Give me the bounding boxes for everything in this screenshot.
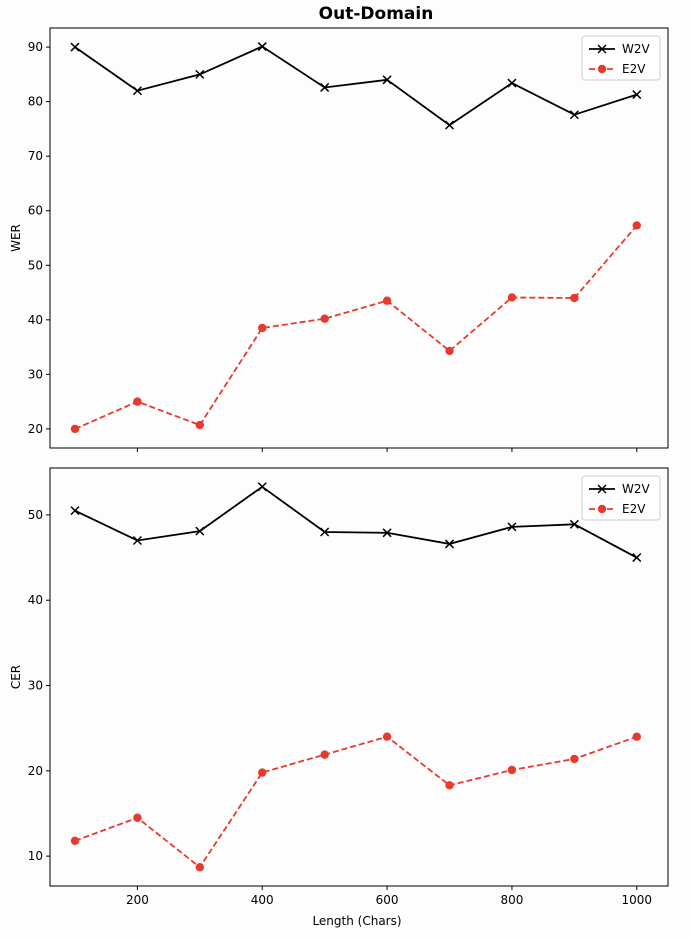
- cer-e2v-point: [570, 754, 579, 764]
- cer-legend-e2v-label: E2V: [622, 502, 646, 516]
- cer-e2v-point: [632, 732, 641, 741]
- cer-y-tick-label: 10: [28, 849, 43, 863]
- cer-x-tick-label: 800: [500, 893, 523, 907]
- cer-e2v-line: [74, 735, 638, 869]
- wer-w2v-point: [507, 78, 517, 88]
- cer-w2v-point: [507, 522, 517, 532]
- cer-e2v-point: [133, 813, 142, 822]
- wer-legend-e2v-label: E2V: [622, 62, 646, 76]
- cer-e2v-point: [195, 863, 205, 872]
- wer-e2v-point: [195, 420, 205, 430]
- wer-y-tick-label: 30: [28, 367, 43, 381]
- wer-e2v-point: [258, 323, 267, 333]
- wer-y-tick-label: 50: [28, 258, 43, 272]
- cer-w2v-point: [569, 519, 579, 529]
- wer-w2v-point: [444, 120, 455, 130]
- cer-e2v-point: [258, 768, 267, 777]
- wer-y-axis-label: WER: [9, 224, 23, 252]
- wer-w2v-point: [195, 69, 205, 79]
- wer-e2v-point: [70, 424, 80, 434]
- cer-w2v-point: [132, 535, 142, 546]
- cer-legend-w2v-marker: [597, 484, 607, 494]
- wer-e2v-point: [133, 397, 142, 406]
- cer-y-tick-label: 30: [28, 679, 43, 693]
- wer-legend-e2v-marker: [597, 64, 607, 74]
- wer-e2v-point: [632, 221, 641, 230]
- wer-y-tick-label: 40: [28, 313, 43, 327]
- wer-w2v-point: [320, 82, 330, 92]
- cer-e2v-point: [320, 750, 329, 759]
- cer-e2v-point: [382, 732, 392, 741]
- wer-w2v-point: [382, 75, 392, 85]
- wer-w2v-point: [632, 90, 642, 100]
- wer-y-tick-label: 70: [28, 149, 43, 163]
- figure-title: Out-Domain: [319, 4, 434, 24]
- wer-e2v-line: [74, 224, 638, 430]
- wer-w2v-point: [70, 42, 80, 52]
- cer-x-tick-label: 600: [376, 893, 399, 907]
- cer-legend-e2v-marker: [597, 504, 607, 514]
- cer-legend-w2v-label: W2V: [622, 482, 651, 496]
- wer-y-tick-label: 80: [28, 95, 43, 109]
- wer-legend-w2v-marker: [597, 44, 607, 54]
- cer-w2v-line: [74, 485, 638, 559]
- cer-e2v-point: [507, 765, 517, 775]
- wer-e2v-point: [320, 314, 329, 323]
- cer-y-axis-label: CER: [9, 665, 23, 689]
- cer-w2v-point: [195, 526, 205, 536]
- cer-x-tick-label: 1000: [622, 893, 653, 907]
- x-axis-label: Length (Chars): [312, 914, 401, 928]
- cer-y-tick-label: 40: [28, 593, 43, 607]
- cer-y-tick-label: 20: [28, 764, 43, 778]
- cer-w2v-point: [70, 506, 80, 516]
- cer-e2v-point: [70, 836, 80, 845]
- wer-w2v-point: [132, 86, 142, 96]
- cer-x-tick-label: 400: [251, 893, 274, 907]
- cer-e2v-point: [445, 781, 454, 790]
- cer-w2v-point: [444, 539, 455, 549]
- cer-w2v-point: [382, 528, 392, 538]
- cer-y-tick-label: 50: [28, 508, 43, 522]
- wer-y-tick-label: 60: [28, 204, 43, 218]
- wer-y-tick-label: 90: [28, 40, 43, 54]
- wer-legend-w2v-label: W2V: [622, 42, 651, 56]
- cer-w2v-point: [632, 553, 642, 563]
- wer-w2v-point: [569, 110, 579, 120]
- wer-w2v-line: [74, 45, 638, 127]
- cer-plot-area: [49, 467, 669, 887]
- cer-x-tick-label: 200: [126, 893, 149, 907]
- wer-e2v-point: [507, 293, 517, 302]
- wer-y-tick-label: 20: [28, 422, 43, 436]
- wer-e2v-point: [445, 346, 454, 356]
- wer-e2v-point: [570, 293, 579, 303]
- wer-e2v-point: [382, 296, 392, 305]
- cer-w2v-point: [257, 482, 267, 492]
- wer-plot-area: [49, 27, 669, 449]
- wer-w2v-point: [257, 42, 267, 52]
- cer-w2v-point: [320, 527, 330, 537]
